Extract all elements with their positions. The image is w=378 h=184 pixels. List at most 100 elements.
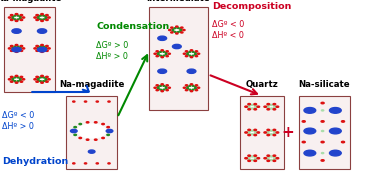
Circle shape bbox=[321, 121, 324, 122]
Circle shape bbox=[157, 52, 159, 53]
Circle shape bbox=[248, 134, 251, 136]
Circle shape bbox=[169, 29, 171, 31]
Circle shape bbox=[37, 77, 47, 82]
Circle shape bbox=[102, 137, 104, 139]
Circle shape bbox=[37, 46, 47, 51]
Circle shape bbox=[341, 121, 345, 122]
Circle shape bbox=[11, 46, 22, 51]
Circle shape bbox=[273, 105, 276, 106]
Circle shape bbox=[86, 139, 89, 140]
Circle shape bbox=[245, 132, 248, 133]
Circle shape bbox=[107, 134, 109, 135]
Circle shape bbox=[17, 77, 19, 78]
Circle shape bbox=[94, 139, 97, 140]
Circle shape bbox=[168, 53, 170, 54]
Circle shape bbox=[197, 87, 200, 88]
Circle shape bbox=[37, 80, 39, 81]
Circle shape bbox=[43, 81, 45, 82]
Circle shape bbox=[36, 81, 39, 82]
Circle shape bbox=[106, 129, 113, 133]
Text: ΔGº < 0
ΔHº < 0: ΔGº < 0 ΔHº < 0 bbox=[212, 20, 244, 40]
Circle shape bbox=[254, 107, 257, 108]
Circle shape bbox=[191, 84, 193, 85]
Circle shape bbox=[248, 129, 251, 131]
Circle shape bbox=[37, 78, 39, 79]
Circle shape bbox=[40, 81, 42, 82]
Circle shape bbox=[77, 124, 106, 138]
Circle shape bbox=[19, 47, 21, 48]
Circle shape bbox=[195, 52, 196, 53]
Circle shape bbox=[22, 17, 25, 18]
Circle shape bbox=[40, 46, 42, 47]
Circle shape bbox=[160, 55, 161, 56]
Circle shape bbox=[19, 80, 21, 81]
Text: Dehydration: Dehydration bbox=[2, 158, 68, 166]
Circle shape bbox=[273, 129, 276, 131]
Circle shape bbox=[165, 88, 167, 89]
Circle shape bbox=[267, 104, 270, 105]
Circle shape bbox=[96, 163, 98, 164]
Circle shape bbox=[163, 89, 165, 90]
Circle shape bbox=[251, 104, 253, 105]
Circle shape bbox=[185, 51, 188, 52]
Circle shape bbox=[254, 104, 257, 105]
Circle shape bbox=[245, 158, 248, 159]
Text: Na-magadiite: Na-magadiite bbox=[59, 80, 124, 89]
Circle shape bbox=[161, 56, 163, 58]
Circle shape bbox=[43, 46, 45, 47]
Circle shape bbox=[43, 15, 45, 16]
Circle shape bbox=[251, 160, 253, 161]
Circle shape bbox=[197, 53, 200, 54]
Circle shape bbox=[248, 155, 251, 156]
Circle shape bbox=[36, 15, 39, 16]
Circle shape bbox=[8, 17, 11, 18]
Circle shape bbox=[192, 55, 194, 56]
Circle shape bbox=[158, 36, 167, 40]
Circle shape bbox=[176, 26, 178, 27]
Circle shape bbox=[248, 157, 250, 158]
Circle shape bbox=[183, 29, 185, 31]
Circle shape bbox=[267, 109, 270, 110]
Circle shape bbox=[20, 45, 23, 47]
Circle shape bbox=[273, 157, 276, 158]
Circle shape bbox=[267, 155, 270, 156]
Circle shape bbox=[12, 47, 21, 52]
Circle shape bbox=[157, 86, 159, 87]
Circle shape bbox=[321, 130, 324, 132]
Bar bbox=[240, 96, 284, 169]
Circle shape bbox=[84, 163, 87, 164]
Circle shape bbox=[46, 19, 48, 20]
Circle shape bbox=[41, 82, 43, 83]
Circle shape bbox=[12, 18, 14, 19]
Circle shape bbox=[304, 150, 316, 156]
Circle shape bbox=[74, 127, 76, 128]
Circle shape bbox=[341, 141, 345, 143]
Circle shape bbox=[79, 123, 82, 125]
Circle shape bbox=[8, 79, 11, 80]
Circle shape bbox=[37, 15, 47, 20]
Circle shape bbox=[187, 86, 189, 87]
Circle shape bbox=[11, 15, 22, 20]
Circle shape bbox=[74, 134, 76, 135]
Circle shape bbox=[12, 16, 14, 17]
Circle shape bbox=[178, 31, 179, 32]
Circle shape bbox=[46, 81, 48, 82]
Circle shape bbox=[20, 15, 23, 16]
Circle shape bbox=[267, 156, 276, 160]
Circle shape bbox=[154, 53, 156, 54]
Circle shape bbox=[12, 78, 14, 79]
Circle shape bbox=[14, 77, 16, 78]
Circle shape bbox=[267, 107, 269, 108]
Circle shape bbox=[264, 158, 266, 159]
Circle shape bbox=[37, 49, 39, 50]
Circle shape bbox=[15, 75, 18, 77]
Circle shape bbox=[251, 156, 253, 157]
Circle shape bbox=[273, 107, 276, 108]
Circle shape bbox=[41, 44, 43, 46]
Bar bbox=[299, 96, 350, 169]
Circle shape bbox=[163, 85, 165, 86]
Circle shape bbox=[276, 106, 279, 107]
Circle shape bbox=[330, 107, 341, 113]
Circle shape bbox=[302, 141, 305, 143]
Bar bbox=[4, 7, 55, 92]
